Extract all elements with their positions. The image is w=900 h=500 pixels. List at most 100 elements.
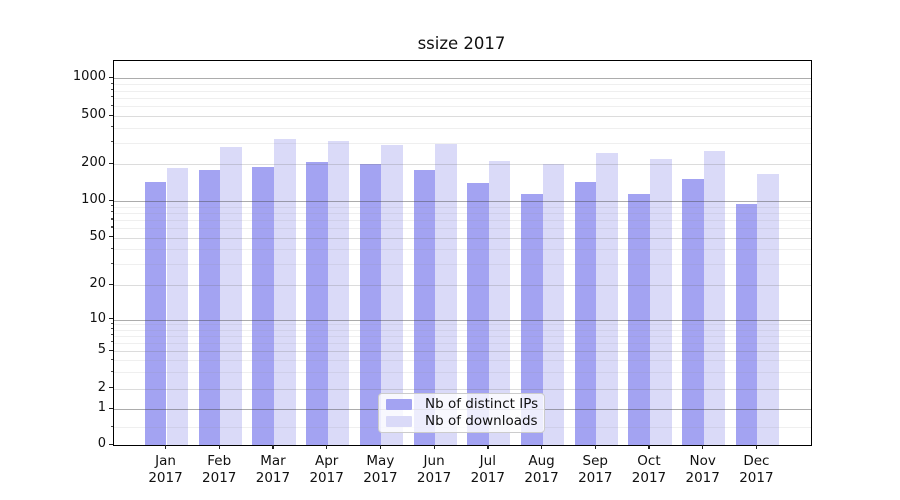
- y-minor-tick-mark: [110, 104, 113, 106]
- x-tick-month: Sep: [582, 453, 608, 469]
- legend-item-distinct-ips: Nb of distinct IPs: [379, 397, 544, 412]
- bar-distinct-ips: [306, 162, 328, 445]
- legend-label-distinct-ips: Nb of distinct IPs: [425, 396, 539, 413]
- grid-line: [114, 84, 811, 86]
- x-axis-tick-label: Mar 2017: [241, 453, 305, 486]
- y-minor-tick-mark: [110, 114, 113, 116]
- x-tick-month: Aug: [528, 453, 555, 469]
- y-axis-tick-label: 200: [81, 155, 106, 170]
- x-tick-month: Apr: [314, 453, 339, 469]
- x-axis-tick-label: May 2017: [348, 453, 412, 486]
- x-tick-mark: [433, 445, 435, 449]
- x-tick-mark: [272, 445, 274, 449]
- bar-downloads: [488, 160, 511, 445]
- x-axis-tick-label: Jan 2017: [134, 453, 198, 486]
- y-minor-tick-mark: [110, 370, 113, 372]
- y-minor-tick-mark: [110, 218, 113, 220]
- bar-downloads: [757, 174, 779, 445]
- x-axis-tick-label: Jul 2017: [456, 453, 520, 486]
- x-tick-mark: [165, 445, 167, 449]
- grid-line: [114, 324, 811, 326]
- y-axis-tick-label: 100: [81, 192, 106, 207]
- x-tick-mark: [541, 445, 543, 449]
- bar-downloads: [435, 143, 457, 445]
- x-axis-tick-label: Oct 2017: [617, 453, 681, 486]
- y-minor-tick-mark: [110, 262, 113, 264]
- y-minor-tick-mark: [110, 205, 113, 207]
- x-tick-year: 2017: [524, 469, 559, 486]
- x-tick-month: Mar: [260, 453, 286, 469]
- grid-line: [114, 142, 811, 144]
- grid-line: [114, 360, 811, 362]
- y-minor-tick-mark: [110, 141, 113, 143]
- x-tick-month: Jul: [479, 453, 496, 469]
- x-axis-tick-label: Jun 2017: [402, 453, 466, 486]
- x-tick-month: Jun: [423, 453, 445, 469]
- grid-line: [114, 388, 811, 390]
- y-minor-tick-mark: [110, 211, 113, 213]
- x-tick-mark: [755, 445, 758, 449]
- y-axis-tick-label: 20: [89, 276, 106, 292]
- grid-line: [114, 90, 811, 92]
- y-minor-tick-mark: [110, 283, 113, 285]
- y-minor-tick-mark: [110, 425, 113, 427]
- x-axis-tick-label: Dec 2017: [724, 453, 788, 486]
- y-axis-tick-label: 0: [97, 436, 106, 451]
- x-tick-month: Feb: [207, 453, 232, 469]
- x-tick-month: Oct: [637, 453, 661, 469]
- bar-downloads: [327, 141, 350, 445]
- grid-line: [114, 106, 811, 108]
- legend-item-downloads: Nb of downloads: [379, 413, 544, 429]
- grid-line: [114, 212, 811, 214]
- x-tick-year: 2017: [739, 469, 774, 486]
- y-minor-tick-mark: [110, 349, 113, 351]
- x-tick-year: 2017: [202, 469, 237, 486]
- x-tick-year: 2017: [255, 469, 291, 486]
- x-tick-year: 2017: [685, 469, 720, 486]
- bar-distinct-ips: [359, 164, 382, 445]
- grid-line: [114, 372, 811, 374]
- grid-line: [114, 206, 811, 208]
- y-axis-tick-label: 2: [97, 379, 106, 395]
- grid-line: [114, 116, 811, 118]
- legend: Nb of distinct IPs Nb of downloads: [378, 393, 545, 433]
- x-tick-mark: [487, 445, 489, 449]
- y-minor-tick-mark: [110, 341, 113, 343]
- y-minor-tick-mark: [110, 236, 113, 238]
- x-tick-year: 2017: [470, 469, 505, 486]
- y-minor-tick-mark: [110, 322, 113, 325]
- y-axis-tick-label: 10: [89, 310, 106, 326]
- bar-downloads: [703, 150, 726, 445]
- y-axis-tick-label: 5: [97, 342, 106, 357]
- legend-swatch-downloads: [386, 415, 412, 427]
- y-minor-tick-mark: [110, 82, 113, 84]
- bar-distinct-ips: [467, 183, 489, 445]
- grid-line: [114, 164, 811, 165]
- x-tick-year: 2017: [309, 469, 344, 486]
- grid-line: [114, 201, 811, 202]
- y-minor-tick-mark: [110, 358, 113, 360]
- y-minor-tick-mark: [110, 334, 113, 336]
- bar-downloads: [542, 164, 565, 445]
- bar-downloads: [273, 139, 296, 445]
- x-axis-tick-label: Nov 2017: [671, 453, 735, 486]
- x-tick-mark: [702, 445, 704, 449]
- bar-downloads: [596, 153, 618, 445]
- x-tick-month: May: [366, 453, 395, 469]
- y-tick-mark: [109, 76, 113, 79]
- y-tick-mark: [109, 407, 113, 409]
- x-tick-year: 2017: [148, 469, 183, 486]
- x-tick-year: 2017: [363, 469, 398, 486]
- bar-distinct-ips: [574, 181, 597, 445]
- bar-downloads: [381, 145, 403, 445]
- bar-distinct-ips: [735, 203, 758, 445]
- grid-line: [114, 319, 811, 321]
- y-tick-mark: [109, 199, 113, 201]
- grid-line: [114, 351, 811, 352]
- bar-distinct-ips: [520, 193, 543, 445]
- grid-line: [114, 219, 811, 221]
- x-tick-mark: [326, 445, 328, 449]
- y-minor-tick-mark: [110, 387, 113, 389]
- y-minor-tick-mark: [110, 162, 113, 164]
